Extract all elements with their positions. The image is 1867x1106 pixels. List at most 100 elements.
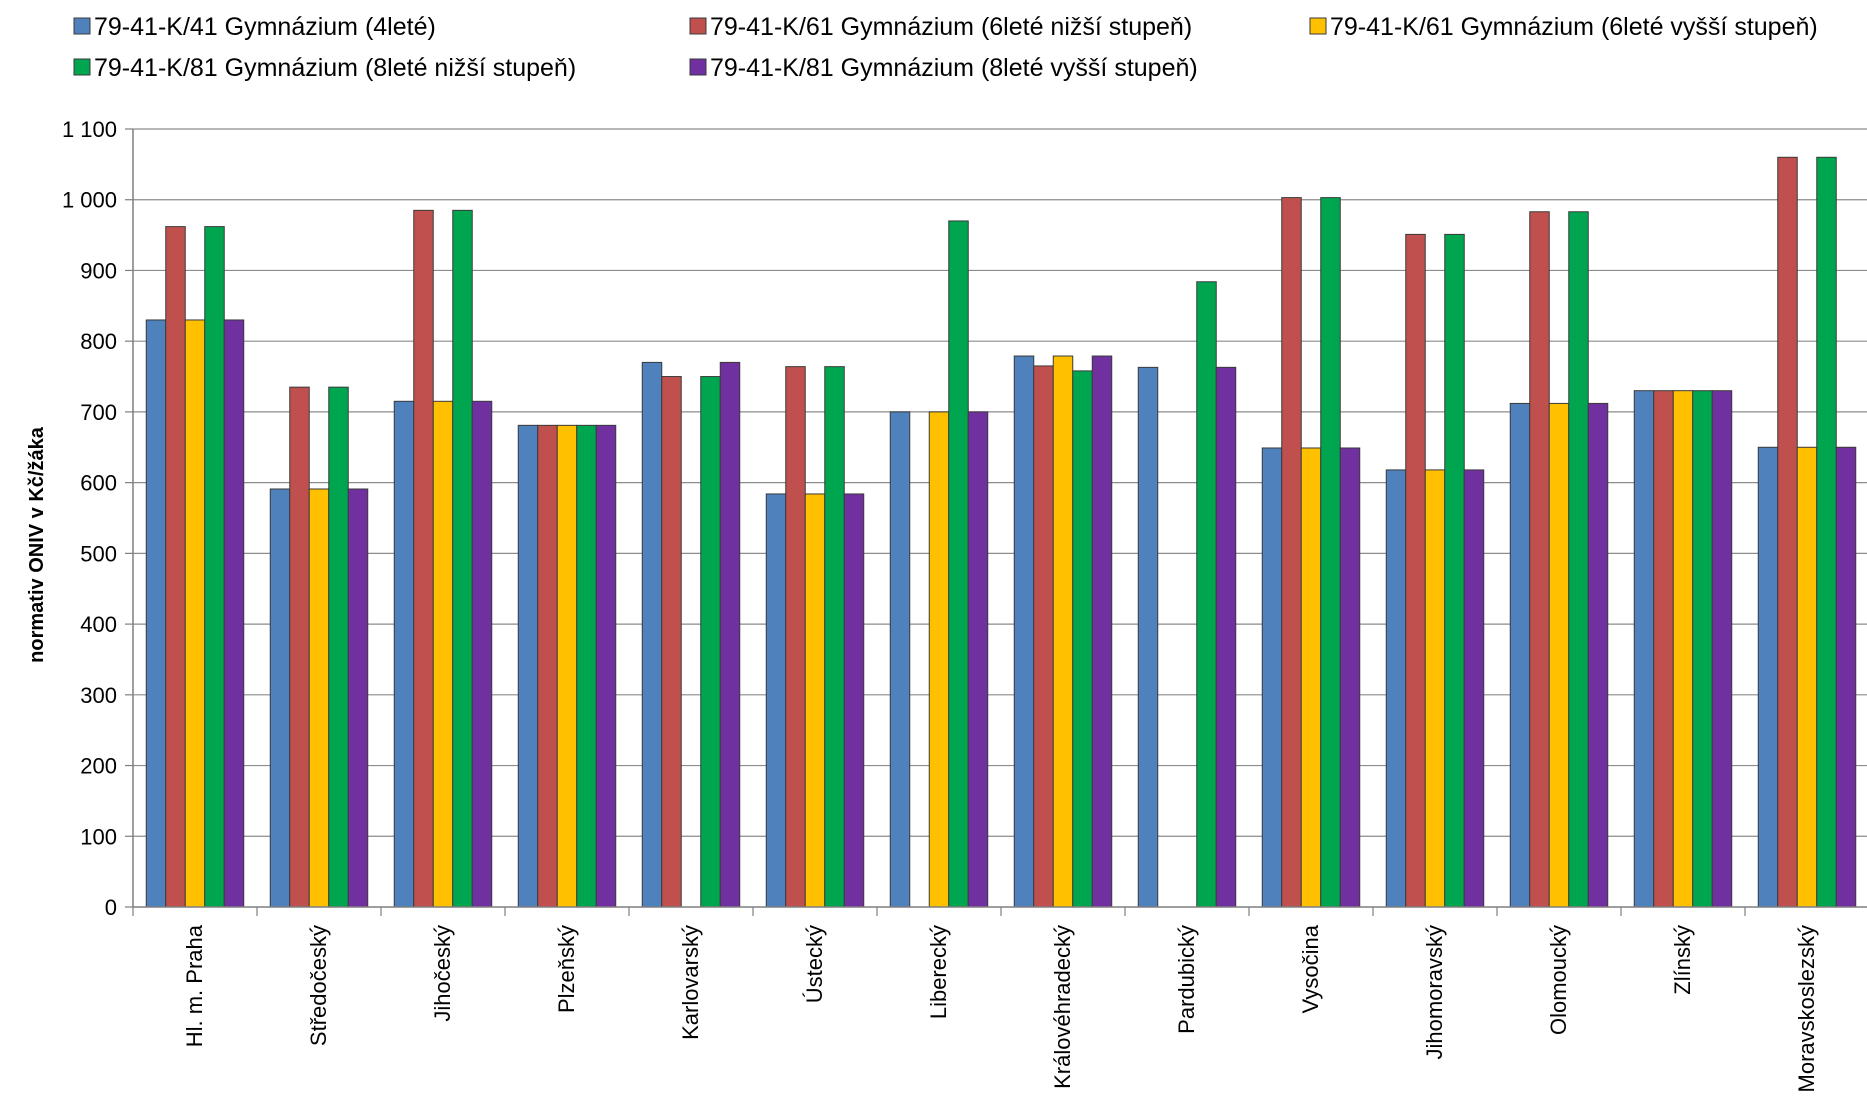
bar <box>517 424 539 908</box>
bar <box>1633 390 1655 908</box>
bar <box>556 424 578 908</box>
legend-swatch <box>1309 17 1327 35</box>
legend-swatch <box>73 17 91 35</box>
legend-label: 79-41-K/61 Gymnázium (6leté nižší stupeň… <box>710 13 1192 41</box>
bar <box>889 411 911 908</box>
bar <box>804 493 826 908</box>
bar <box>537 424 558 908</box>
bar <box>765 493 787 908</box>
x-category-label: Plzeňský <box>554 925 579 1013</box>
axes <box>125 128 1867 916</box>
bar <box>1405 233 1426 908</box>
y-tick-label: 500 <box>80 541 117 566</box>
bar <box>1300 447 1322 908</box>
x-category-labels: Hl. m. Praha Středočeský Jihočeský Plzeňský… <box>182 924 1819 1092</box>
bar <box>1835 446 1857 908</box>
bar <box>1424 469 1446 908</box>
y-tick-label: 100 <box>80 824 117 849</box>
bar <box>1072 370 1093 908</box>
bar <box>1653 390 1674 908</box>
x-category-label: Karlovarský <box>678 925 703 1040</box>
legend-swatch <box>689 58 707 76</box>
bar <box>204 226 225 908</box>
x-category-label: Zlínský <box>1670 925 1695 995</box>
bar <box>719 361 741 908</box>
y-tick-label: 400 <box>80 612 117 637</box>
bar <box>328 386 349 908</box>
x-category-label: Pardubický <box>1174 925 1199 1034</box>
y-tick-label: 1 100 <box>62 117 117 142</box>
bar <box>1548 402 1570 908</box>
bar <box>413 209 434 908</box>
bar <box>1052 355 1074 908</box>
y-tick-label: 200 <box>80 754 117 779</box>
bar <box>700 376 721 908</box>
bar <box>471 400 493 908</box>
legend: 79-41-K/41 Gymnázium (4leté) 79-41-K/61 G… <box>73 13 1818 82</box>
bar <box>1320 197 1341 908</box>
bar <box>289 386 310 908</box>
bar <box>641 361 663 908</box>
bar <box>1529 211 1550 908</box>
bar <box>576 424 597 908</box>
bar <box>1215 366 1237 908</box>
legend-label: 79-41-K/81 Gymnázium (8leté nižší stupeň… <box>94 54 576 82</box>
y-tick-label: 300 <box>80 683 117 708</box>
bar <box>308 488 330 908</box>
x-category-label: Jihomoravský <box>1422 925 1447 1059</box>
bar <box>1091 355 1113 908</box>
bar <box>1261 447 1283 908</box>
bar <box>824 366 845 908</box>
bar <box>1137 366 1159 908</box>
bar <box>1568 211 1589 908</box>
x-category-label: Ústecký <box>802 925 827 1003</box>
bar <box>165 226 186 908</box>
bar <box>1013 355 1035 908</box>
y-tick-label: 800 <box>80 329 117 354</box>
y-tick-label: 600 <box>80 471 117 496</box>
bar <box>1385 469 1407 908</box>
y-tick-label: 700 <box>80 400 117 425</box>
bar <box>1339 447 1361 908</box>
bar <box>1196 281 1217 908</box>
bar <box>843 493 865 908</box>
x-category-label: Jihočeský <box>430 925 455 1022</box>
bar <box>1587 402 1609 908</box>
x-category-label: Olomoucký <box>1546 925 1571 1035</box>
x-category-label: Vysočina <box>1298 924 1323 1013</box>
x-category-label: Hl. m. Praha <box>182 924 207 1047</box>
bar <box>1816 156 1837 908</box>
bar <box>223 319 245 908</box>
bars <box>145 156 1857 908</box>
bar <box>393 400 415 908</box>
y-tick-label: 0 <box>105 895 117 920</box>
bar <box>269 488 291 908</box>
y-tick-labels: 0 100 200 300 400 500 600 700 800 900 1 000 1 100 <box>62 117 117 920</box>
legend-swatch <box>73 58 91 76</box>
bar <box>595 424 617 908</box>
bar <box>1777 156 1798 908</box>
bar <box>928 411 950 908</box>
bar <box>1692 390 1713 908</box>
bar <box>1672 390 1694 908</box>
y-axis-title: normativ ONIV v Kč/žáka <box>26 426 48 663</box>
bar <box>967 411 989 908</box>
legend-label: 79-41-K/41 Gymnázium (4leté) <box>94 13 436 41</box>
x-category-label: Královéhradecký <box>1050 925 1075 1089</box>
x-category-label: Liberecký <box>926 925 951 1019</box>
bar <box>1796 446 1818 908</box>
bar <box>1463 469 1485 908</box>
bar <box>1757 446 1779 908</box>
bar <box>347 488 369 908</box>
legend-label: 79-41-K/61 Gymnázium (6leté vyšší stupeň… <box>1330 13 1818 41</box>
legend-label: 79-41-K/81 Gymnázium (8leté vyšší stupeň… <box>710 54 1198 82</box>
bar <box>1711 390 1733 908</box>
x-category-label: Středočeský <box>306 925 331 1046</box>
y-tick-label: 1 000 <box>62 188 117 213</box>
y-tick-label: 900 <box>80 258 117 283</box>
bar <box>452 209 473 908</box>
bar <box>145 319 167 908</box>
bar <box>1509 402 1531 908</box>
legend-swatch <box>689 17 707 35</box>
bar <box>1033 365 1054 908</box>
